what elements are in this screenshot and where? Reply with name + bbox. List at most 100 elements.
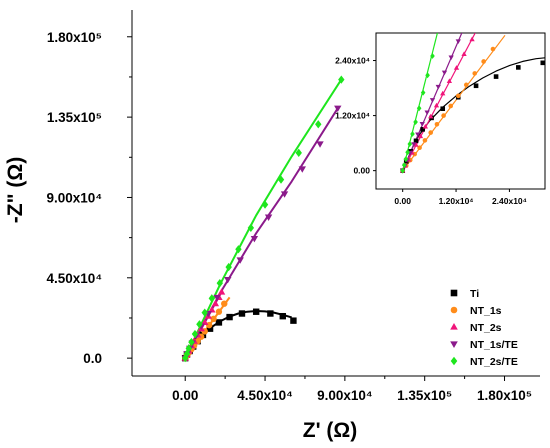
point-nt-2s [469, 36, 475, 42]
legend-item-ti: Ti [450, 288, 479, 300]
point-ti [226, 313, 233, 321]
inset-chart: 0.00 1.20x10⁴ 2.40x10⁴ 0.00 1.20x10⁴ 2.40x10⁴ [335, 32, 546, 206]
point-ti [290, 317, 297, 324]
legend-label: NT_2s [470, 322, 502, 334]
main-axes [127, 10, 540, 381]
point-nt-2s-te [315, 120, 322, 129]
point-nt-1s [448, 103, 454, 109]
y-tick-label: 9.00x10⁴ [47, 190, 102, 205]
point-nt-2s [201, 318, 209, 325]
point-nt-2s-te [400, 167, 405, 174]
point-nt-2s-te [407, 141, 413, 148]
inset-tick-labels: 0.00 1.20x10⁴ 2.40x10⁴ 0.00 1.20x10⁴ 2.40x10⁴ [335, 56, 527, 206]
point-nt-2s-te [188, 337, 195, 347]
point-nt-2s-te [410, 130, 415, 137]
point-nt-1s-te [411, 142, 417, 147]
point-nt-2s [428, 113, 434, 119]
point-nt-2s-te [416, 105, 422, 112]
point-nt-2s [211, 299, 220, 307]
y-tick-label: 0.00 [353, 166, 370, 176]
point-ti [493, 74, 499, 79]
legend-marker-nt-1s-te [450, 341, 458, 348]
point-ti [420, 127, 425, 132]
point-nt-1s [490, 46, 496, 52]
point-nt-1s [215, 308, 223, 315]
point-nt-2s-te [425, 72, 430, 79]
point-nt-2s-te [208, 294, 216, 303]
legend-label: Ti [470, 288, 479, 300]
y-tick-label: 1.35x10⁵ [47, 110, 102, 125]
x-tick-label: 0.00 [394, 196, 411, 206]
point-nt-1s [463, 82, 469, 88]
point-nt-2s-te [403, 156, 409, 163]
point-ti [206, 325, 214, 332]
legend-item-nt-1s: NT_1s [450, 305, 502, 317]
point-nt-1s [472, 71, 478, 76]
main-chart: 0.00 4.50x10⁴ 9.00x10⁴ 1.35x10⁵ 1.80x10⁵ 0.0 4… [4, 10, 540, 442]
main-data-points [181, 75, 345, 363]
legend-item-nt-2s: NT_2s [450, 322, 502, 334]
fit-line-nt-1s-te [184, 107, 339, 359]
point-nt-1s-te [250, 235, 259, 243]
point-ti [540, 60, 545, 66]
point-nt-1s-te [415, 132, 421, 138]
point-nt-2s [413, 142, 419, 147]
point-nt-2s-te [225, 262, 232, 272]
legend-label: NT_1s/TE [470, 339, 518, 351]
point-ti [238, 310, 246, 317]
legend: Ti NT_1s NT_2s NT_1s/TE NT_2s/TE [450, 288, 518, 368]
point-nt-1s-te [429, 98, 436, 103]
y-axis-label: -Z" (Ω) [4, 157, 27, 223]
point-nt-2s-te [405, 149, 410, 156]
point-nt-2s-te [295, 148, 302, 157]
x-tick-label: 1.35x10⁵ [397, 388, 452, 403]
series-nt-2s-te [400, 52, 435, 174]
point-nt-1s [428, 130, 434, 135]
x-tick-label: 2.40x10⁴ [492, 196, 527, 206]
inset-plot-frame [375, 32, 546, 190]
point-nt-1s-te [298, 166, 306, 173]
point-nt-1s [434, 122, 440, 127]
point-nt-2s [461, 51, 467, 56]
series-nt-2s-te [182, 75, 345, 363]
main-tick-labels: 0.00 4.50x10⁴ 9.00x10⁴ 1.35x10⁵ 1.80x10⁵ 0.0 4… [47, 30, 533, 403]
point-nt-2s [446, 78, 453, 84]
point-nt-1s [210, 315, 217, 323]
point-nt-2s [433, 102, 440, 108]
point-nt-2s-te [247, 223, 255, 232]
point-nt-2s-te [185, 344, 192, 353]
inset-axes [373, 60, 510, 192]
point-nt-2s [417, 133, 424, 139]
point-nt-2s-te [420, 89, 426, 96]
point-nt-2s [440, 90, 446, 96]
point-nt-1s [205, 321, 213, 329]
y-tick-label: 2.40x10⁴ [335, 56, 370, 66]
legend-item-nt-2s-te: NT_2s/TE [450, 356, 518, 368]
point-nt-2s-te [277, 175, 285, 184]
point-nt-1s-te [448, 55, 454, 61]
point-nt-2s-te [196, 320, 203, 329]
point-nt-1s [441, 113, 446, 118]
point-nt-2s [208, 306, 216, 313]
point-nt-2s-te [183, 349, 191, 358]
legend-label: NT_1s [470, 305, 502, 317]
point-nt-1s-te [264, 214, 273, 221]
x-tick-label: 0.00 [172, 388, 198, 403]
point-nt-2s-te [216, 279, 224, 288]
y-tick-label: 1.20x10⁴ [335, 111, 370, 121]
point-ti [473, 83, 479, 89]
fit-line-nt-2s-te [184, 79, 343, 359]
point-nt-2s-te [201, 308, 208, 317]
point-nt-1s-te [213, 294, 221, 302]
point-nt-2s-te [261, 200, 269, 209]
point-nt-2s [453, 65, 460, 70]
y-tick-label: 4.50x10⁴ [47, 271, 102, 286]
inset-data-points [400, 36, 545, 174]
point-nt-1s-te [236, 257, 244, 264]
point-nt-2s-te [235, 245, 242, 254]
legend-marker-ti [450, 289, 458, 297]
point-nt-2s-te [413, 119, 418, 126]
point-nt-1s-te [435, 84, 441, 90]
legend-marker-nt-2s-te [450, 356, 458, 366]
point-nt-1s-te [280, 191, 289, 198]
